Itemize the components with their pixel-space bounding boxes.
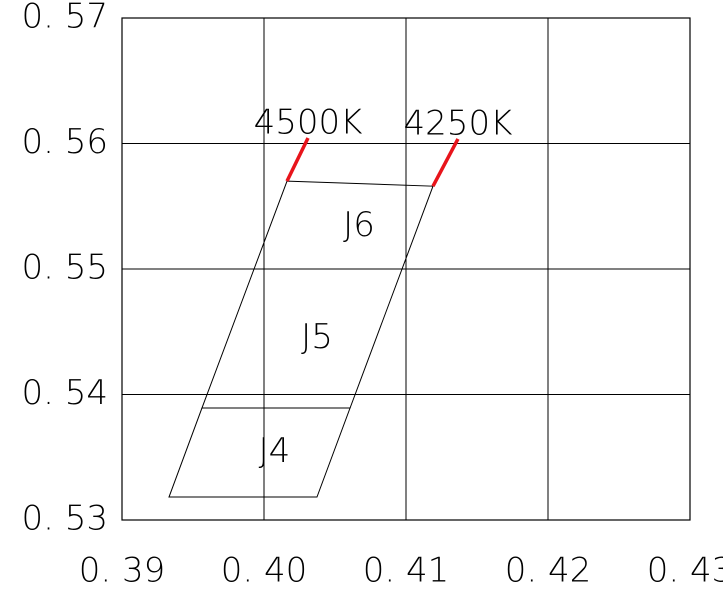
y-tick-label: 0. 54 bbox=[21, 373, 108, 413]
bin-region bbox=[168, 407, 351, 498]
cct-label: 4250K bbox=[404, 103, 513, 143]
cct-line bbox=[285, 137, 310, 182]
x-tick-label: 0. 42 bbox=[505, 551, 592, 591]
x-tick-label: 0. 43 bbox=[647, 551, 723, 591]
bin-label: J4 bbox=[259, 431, 291, 471]
y-tick-label: 0. 55 bbox=[21, 248, 108, 288]
y-tick-label: 0. 57 bbox=[21, 0, 108, 37]
bin-label: J5 bbox=[301, 317, 333, 357]
cct-line bbox=[431, 138, 460, 187]
x-tick-label: 0. 41 bbox=[363, 551, 450, 591]
x-tick-label: 0. 39 bbox=[79, 551, 166, 591]
x-tick-label: 0. 40 bbox=[221, 551, 308, 591]
y-tick-label: 0. 56 bbox=[21, 122, 108, 162]
cct-label: 4500K bbox=[254, 102, 363, 142]
bin-label: J6 bbox=[343, 205, 375, 245]
y-tick-label: 0. 53 bbox=[21, 499, 108, 539]
